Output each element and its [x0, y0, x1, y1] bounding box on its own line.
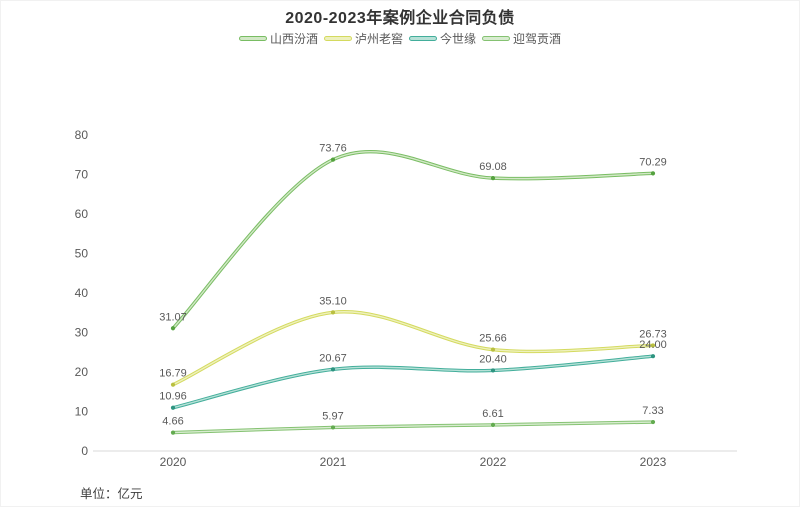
legend-label: 泸州老窖	[354, 32, 403, 46]
legend-item: 山西汾酒	[237, 30, 320, 47]
legend-label: 迎驾贡酒	[513, 32, 562, 46]
y-tick-label: 40	[75, 286, 89, 300]
x-tick-label: 2022	[480, 455, 507, 469]
legend-line-swatch	[482, 36, 511, 41]
series-line-inner-3	[172, 355, 654, 409]
data-point-marker	[490, 368, 496, 373]
data-point-label: 4.66	[162, 416, 183, 428]
data-point-marker	[490, 347, 496, 352]
data-point-marker	[330, 425, 336, 430]
y-tick-label: 10	[75, 405, 89, 419]
data-point-label: 73.76	[319, 143, 347, 155]
legend-label: 今世缘	[440, 32, 477, 46]
data-point-label: 5.97	[322, 410, 343, 422]
data-point-marker	[650, 171, 656, 176]
data-point-label: 6.61	[482, 408, 503, 420]
data-point-marker	[170, 382, 176, 387]
legend-item: 泸州老窖	[322, 30, 405, 47]
data-point-marker	[490, 176, 496, 181]
data-point-label: 26.73	[639, 328, 667, 340]
y-tick-label: 70	[75, 168, 89, 182]
data-point-label: 70.29	[639, 156, 667, 168]
series-line-inner-2	[172, 311, 654, 386]
unit-note: 单位：亿元	[80, 487, 143, 501]
chart-title: 2020-2023年案例企业合同负债	[285, 10, 515, 27]
y-tick-label: 80	[75, 128, 89, 142]
legend-item: 今世缘	[407, 30, 478, 47]
data-point-marker	[330, 367, 336, 372]
legend-line-swatch	[238, 36, 267, 41]
x-tick-label: 2021	[320, 455, 347, 469]
y-tick-label: 50	[75, 247, 89, 261]
data-point-label: 31.07	[159, 311, 187, 323]
data-point-label: 20.40	[479, 353, 507, 365]
legend-label: 山西汾酒	[269, 32, 318, 46]
data-point-marker	[170, 405, 176, 410]
legend-item: 迎驾贡酒	[480, 30, 563, 47]
x-tick-label: 2020	[160, 455, 187, 469]
y-tick-label: 20	[75, 365, 89, 379]
data-point-label: 7.33	[642, 405, 663, 417]
legend-line-swatch	[323, 36, 352, 41]
data-point-label: 20.67	[319, 352, 347, 364]
data-point-label: 35.10	[319, 295, 347, 307]
legend-line-swatch	[409, 36, 437, 41]
data-point-label: 16.79	[159, 368, 187, 380]
data-point-marker	[330, 157, 336, 162]
y-tick-label: 30	[75, 326, 89, 340]
series-line-inner-4	[172, 421, 654, 434]
y-tick-label: 0	[81, 444, 88, 458]
data-point-marker	[650, 419, 656, 425]
data-point-label: 69.08	[479, 161, 507, 173]
y-tick-label: 60	[75, 207, 89, 221]
x-tick-label: 2023	[640, 455, 667, 469]
series-line-outer-2	[171, 310, 655, 387]
data-point-marker	[170, 430, 176, 435]
series-line-inner-1	[172, 150, 654, 329]
data-point-marker	[490, 422, 496, 427]
data-point-marker	[650, 354, 656, 359]
data-point-label: 24.00	[639, 339, 667, 351]
data-point-label: 25.66	[479, 333, 507, 345]
data-point-marker	[330, 310, 336, 315]
legend: 山西汾酒 泸州老窖 今世缘 迎驾贡酒	[0, 30, 800, 47]
data-point-marker	[170, 326, 176, 331]
data-point-marker	[650, 343, 656, 348]
data-point-label: 10.96	[159, 391, 187, 403]
